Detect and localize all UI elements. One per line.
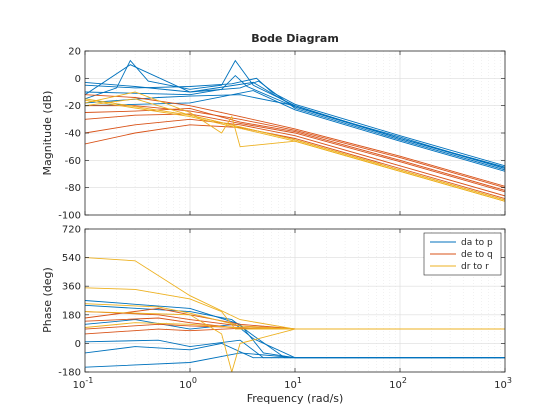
series-line-dr-to-r: [85, 91, 505, 202]
series-line-dr-to-r: [85, 303, 505, 330]
y-tick-label: 0: [75, 74, 81, 85]
series-line-da-to-p: [85, 77, 505, 167]
x-tick-exponent: 1: [297, 376, 302, 385]
y-tick-label: -60: [65, 156, 81, 167]
series-line-da-to-p: [85, 352, 505, 368]
legend-entry: da to p: [461, 238, 493, 248]
x-axis-label: Frequency (rad/s): [247, 392, 344, 405]
magnitude-gridlines: [85, 51, 505, 215]
chart-title: Bode Diagram: [251, 32, 339, 45]
series-line-da-to-p: [85, 74, 505, 169]
y-tick-label: 180: [62, 310, 81, 321]
series-line-de-to-q: [85, 118, 505, 197]
series-line-de-to-q: [85, 113, 505, 193]
y-tick-label: 0: [75, 339, 81, 350]
magnitude-y-axis-label: Magnitude (dB): [41, 91, 54, 176]
series-line-de-to-q: [85, 105, 505, 189]
magnitude-panel: 20 0 -20 -40 -60 -80 -100 Magnitude (dB): [41, 47, 506, 222]
legend-entry: de to q: [461, 250, 493, 260]
y-tick-label: 360: [62, 282, 81, 293]
y-tick-label: -100: [58, 211, 81, 222]
phase-y-ticks: 720 540 360 180 0 -180: [58, 225, 505, 379]
legend: da to p de to q dr to r: [423, 232, 502, 276]
y-tick-label: -40: [65, 129, 81, 140]
y-tick-label: -20: [65, 101, 81, 112]
y-tick-label: -80: [65, 183, 81, 194]
phase-x-ticks: [84, 229, 506, 372]
magnitude-x-ticks: [84, 51, 506, 215]
legend-entry: dr to r: [461, 262, 489, 272]
y-tick-label: 720: [62, 225, 81, 236]
series-line-de-to-q: [85, 94, 505, 187]
y-tick-label: 540: [62, 253, 81, 264]
phase-curves: [85, 257, 505, 372]
series-line-dr-to-r: [85, 98, 505, 201]
y-tick-label: 20: [68, 47, 81, 58]
x-tick-exponent: 3: [507, 376, 512, 385]
y-tick-label: -180: [58, 368, 81, 379]
x-tick-exponent: 2: [402, 376, 407, 385]
series-line-de-to-q: [85, 124, 505, 200]
x-tick-exponent: 0: [192, 376, 197, 385]
x-tick-exponent: -1: [85, 376, 93, 385]
phase-y-axis-label: Phase (deg): [41, 267, 54, 333]
magnitude-curves: [85, 59, 505, 202]
magnitude-y-ticks: 20 0 -20 -40 -60 -80 -100: [58, 47, 505, 222]
series-line-da-to-p: [85, 80, 505, 171]
series-line-de-to-q: [85, 107, 505, 191]
series-line-da-to-p: [85, 64, 505, 169]
